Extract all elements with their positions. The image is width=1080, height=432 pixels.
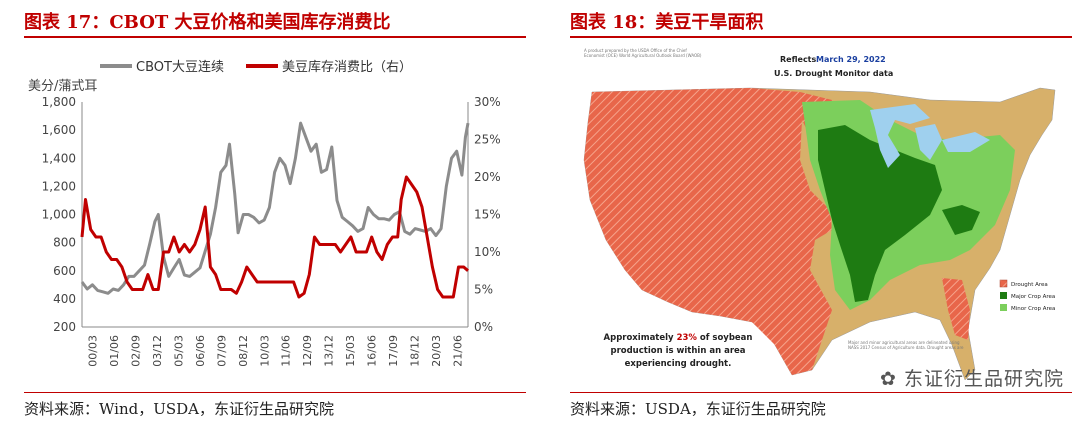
y-tick-label: 1,800 — [42, 95, 76, 109]
y-tick-label: 800 — [53, 236, 76, 250]
x-tick-label: 10/03 — [258, 335, 271, 367]
x-tick-label: 07/09 — [215, 335, 228, 367]
chart-source: 资料来源：Wind，USDA，东证衍生品研究院 — [24, 400, 334, 418]
x-tick-label: 02/09 — [130, 335, 143, 367]
y2-tick-label: 25% — [474, 133, 501, 147]
x-tick-label: 16/06 — [366, 335, 379, 367]
map-legend: Drought Area Major Crop Area Minor Crop … — [999, 279, 1055, 312]
x-tick-label: 21/06 — [451, 335, 464, 367]
x-tick-label: 18/12 — [408, 335, 421, 367]
x-tick-label: 15/03 — [344, 335, 357, 367]
y2-tick-label: 0% — [474, 320, 493, 334]
major-crop-area-east — [942, 205, 980, 235]
legend-swatch-minor — [1000, 304, 1007, 311]
line-chart: 200 400 600 800 1,000 1,200 1,400 1,600 1,800 0% 5… — [28, 59, 501, 367]
callout-line-2: production is within an area — [610, 346, 745, 356]
map-header-subtitle: U.S. Drought Monitor data — [774, 69, 893, 78]
source-rule — [570, 392, 1072, 393]
series-line-ratio — [80, 175, 469, 299]
y-axis-label: 美分/蒲式耳 — [28, 79, 97, 94]
legend-label-ratio: 美豆库存消费比（右） — [282, 59, 412, 75]
x-tick-label: 03/12 — [151, 335, 164, 367]
x-tick-label: 12/09 — [301, 335, 314, 367]
chart-panel: 图表 17：CBOT 大豆价格和美国库存消费比 200 400 600 800 1,00… — [0, 0, 534, 432]
drought-area-texas — [720, 275, 805, 355]
x-tick-label: 17/09 — [387, 335, 400, 367]
drought-map: Reflects March 29, 2022 U.S. Drought Mon… — [570, 40, 1080, 390]
title-rule — [570, 36, 1072, 38]
x-tick-label: 13/12 — [323, 335, 336, 367]
x-tick-label: 11/06 — [280, 335, 293, 367]
watermark: ✿ 东证衍生品研究院 — [880, 364, 1064, 391]
legend-swatch-major — [1000, 292, 1007, 299]
watermark-text: 东证衍生品研究院 — [903, 368, 1064, 390]
y-tick-label: 1,000 — [42, 208, 76, 222]
y-tick-label: 200 — [53, 320, 76, 334]
map-source: 资料来源：USDA，东证衍生品研究院 — [570, 400, 826, 418]
legend-swatch-drought — [999, 279, 1008, 288]
legend-label-major: Major Crop Area — [1011, 294, 1055, 300]
major-crop-area — [818, 125, 942, 302]
y-tick-label: 1,600 — [42, 123, 76, 137]
series-line-cbot — [80, 121, 470, 295]
map-footnote: Major and minor agricultural areas are d… — [848, 340, 964, 350]
drought-area-florida — [942, 278, 970, 340]
y-tick-label: 600 — [53, 264, 76, 278]
wechat-icon: ✿ — [880, 368, 897, 390]
map-panel: 图表 18：美豆干旱面积 Reflects March 29, 2022 U.S… — [546, 0, 1080, 432]
x-tick-label: 08/12 — [237, 335, 250, 367]
legend-label-minor: Minor Crop Area — [1011, 306, 1055, 312]
legend-label-cbot: CBOT大豆连续 — [136, 59, 224, 75]
title-rule — [24, 36, 526, 38]
map-header-date: March 29, 2022 — [816, 55, 886, 64]
map-callout: Approximately 23% of soybean production … — [604, 333, 753, 369]
legend-label-drought: Drought Area — [1011, 282, 1048, 288]
x-tick-label: 00/03 — [87, 335, 100, 367]
map-title: 图表 18：美豆干旱面积 — [570, 12, 764, 33]
map-credit: A product prepared by the USDA Office of… — [584, 48, 701, 58]
x-tick-label: 01/06 — [108, 335, 121, 367]
great-lakes — [870, 104, 990, 168]
y2-tick-label: 15% — [474, 208, 501, 222]
y2-tick-label: 5% — [474, 283, 493, 297]
y2-tick-label: 10% — [474, 245, 501, 259]
x-tick-label: 06/06 — [194, 335, 207, 367]
x-tick-label: 05/03 — [173, 335, 186, 367]
callout-line-3: experiencing drought. — [625, 359, 732, 369]
chart-title: 图表 17：CBOT 大豆价格和美国库存消费比 — [24, 12, 391, 33]
source-rule — [24, 392, 526, 393]
y-tick-label: 1,400 — [42, 151, 76, 165]
map-header-prefix: Reflects — [780, 55, 817, 64]
x-tick-label: 20/03 — [430, 335, 443, 367]
y2-tick-label: 30% — [474, 95, 501, 109]
y2-tick-label: 20% — [474, 170, 501, 184]
y-tick-label: 400 — [53, 292, 76, 306]
callout-line-1: Approximately 23% of soybean — [604, 333, 753, 343]
y-tick-label: 1,200 — [42, 179, 76, 193]
